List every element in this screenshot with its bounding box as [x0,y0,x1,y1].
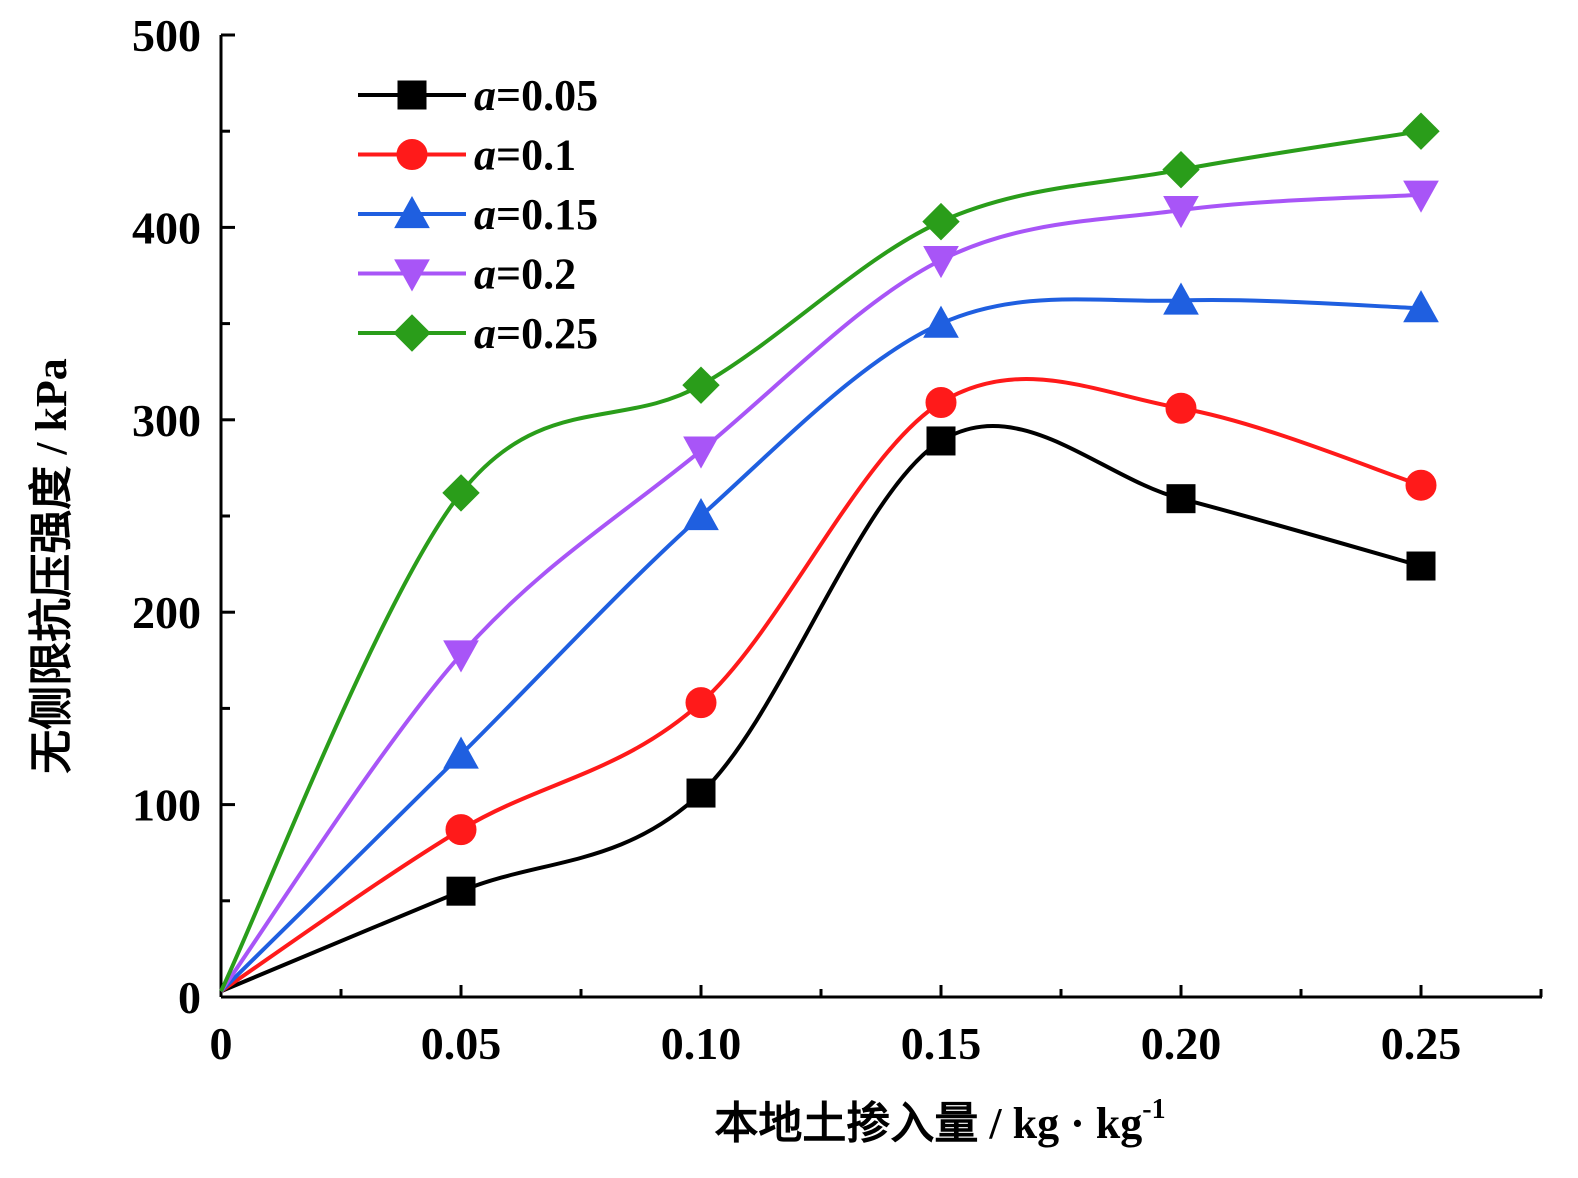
data-point-series-4 [1163,195,1199,229]
series-line-2 [219,377,1422,993]
legend-marker [394,195,430,229]
x-axis-title-superscript: -1 [1142,1094,1165,1125]
data-point-series-4 [443,640,479,673]
x-tick-label: 0.05 [421,1018,502,1069]
data-point-series-4 [923,246,959,279]
data-point-series-2 [445,814,477,846]
x-tick-label: 0.20 [1141,1018,1222,1069]
legend-marker [394,259,430,292]
x-tick-label: 0 [210,1018,233,1069]
y-tick-label: 300 [132,395,201,446]
data-point-series-2 [1165,392,1197,424]
legend-label-variable: a [474,131,496,180]
data-point-series-1 [1166,484,1196,514]
x-axis-title: 本地土掺入量 / kg · kg-1 [714,1094,1165,1148]
data-point-series-4 [683,436,719,469]
legend-label-variable: a [474,250,496,299]
series-line-3 [219,297,1422,993]
data-point-series-3 [683,497,719,531]
ticks: 0 0.05 0.10 0.15 0.20 0.25 0 100 200 300 400 500 [132,10,1543,1069]
data-point-series-3 [923,305,959,338]
legend-label-variable: a [474,190,496,239]
data-point-series-2 [925,386,957,418]
axes [219,35,1542,999]
legend-label-value: =0.2 [496,250,576,299]
legend-label: a=0.1 [474,131,576,180]
legend-label: a=0.05 [474,71,598,120]
data-point-series-2 [685,687,717,719]
data-point-series-5 [442,474,480,512]
x-tick-label: 0.25 [1381,1018,1462,1069]
legend-label: a=0.2 [474,250,576,299]
legend-label-value: =0.05 [496,71,598,120]
series-markers [442,112,1440,906]
legend: a=0.05a=0.1a=0.15a=0.2a=0.25 [358,71,598,358]
x-tick-label: 0.10 [661,1018,742,1069]
data-point-series-2 [1405,469,1437,501]
data-point-series-5 [1162,150,1200,189]
data-point-series-1 [446,876,476,906]
data-point-series-3 [1163,282,1199,315]
legend-marker [396,139,428,170]
y-tick-label: 500 [132,10,201,61]
y-tick-label: 400 [132,202,201,253]
data-point-series-5 [922,202,960,241]
legend-label-value: =0.25 [496,309,598,358]
legend-marker [393,314,431,352]
data-point-series-1 [1406,551,1436,581]
data-point-series-5 [682,366,720,404]
legend-label-value: =0.1 [496,131,576,180]
legend-label-variable: a [474,309,496,358]
data-point-series-5 [1402,112,1440,150]
x-axis-title-text: 本地土掺入量 / kg · kg [714,1099,1142,1148]
legend-label-variable: a [474,71,496,120]
y-axis-title: 无侧限抗压强度 / kPa [27,358,76,774]
data-point-series-3 [1403,290,1439,323]
data-point-series-4 [1403,180,1439,213]
y-tick-label: 0 [178,972,201,1023]
data-point-series-1 [686,778,716,808]
x-tick-label: 0.15 [901,1018,982,1069]
legend-marker [397,80,427,110]
data-point-series-1 [926,426,956,456]
y-tick-label: 200 [132,587,201,638]
data-point-series-3 [443,736,479,769]
series-line-1 [220,424,1422,994]
legend-label: a=0.25 [474,309,598,358]
legend-label-value: =0.15 [496,190,598,239]
y-tick-label: 100 [132,780,201,831]
legend-label: a=0.15 [474,190,598,239]
